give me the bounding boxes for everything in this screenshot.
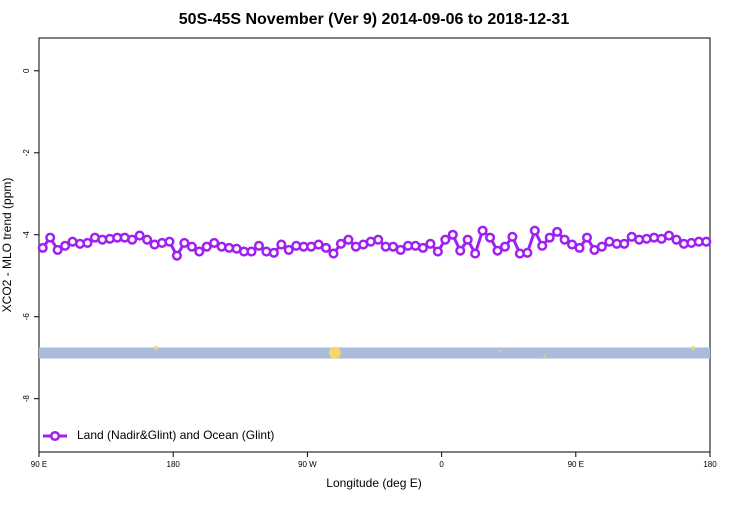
- x-tick-label: 180: [167, 460, 181, 469]
- legend-label: Land (Nadir&Glint) and Ocean (Glint): [77, 428, 274, 442]
- point: [127, 234, 138, 245]
- marker: [154, 345, 159, 350]
- point: [440, 234, 451, 245]
- point: [492, 245, 503, 256]
- point: [164, 236, 175, 247]
- x-tick-label: 90 W: [298, 460, 317, 469]
- y-tick-label: -4: [22, 231, 31, 239]
- point: [462, 234, 473, 245]
- point: [470, 248, 481, 259]
- point: [320, 242, 332, 253]
- point: [142, 234, 153, 245]
- y-tick-label: -8: [22, 395, 31, 403]
- point: [201, 241, 212, 252]
- y-tick-label: 0: [22, 68, 31, 73]
- x-tick-label: 90 E: [31, 460, 47, 469]
- point: [134, 230, 145, 241]
- point: [343, 234, 354, 245]
- point: [581, 232, 593, 243]
- point: [432, 246, 443, 257]
- point: [596, 241, 607, 252]
- point: [544, 232, 555, 243]
- point: [328, 248, 339, 259]
- point: [186, 241, 197, 252]
- x-tick-label: 180: [703, 460, 717, 469]
- band: [39, 347, 710, 359]
- marker: [691, 345, 696, 350]
- point: [82, 237, 93, 249]
- point: [194, 246, 205, 257]
- chart-title: 50S-45S November (Ver 9) 2014-09-06 to 2…: [179, 11, 570, 28]
- y-tick-label: -6: [22, 313, 31, 321]
- point: [537, 240, 548, 251]
- point: [671, 234, 682, 245]
- point: [499, 241, 511, 252]
- marker: [498, 349, 501, 352]
- point: [701, 236, 712, 247]
- point: [268, 247, 279, 258]
- point: [522, 247, 533, 258]
- point: [559, 234, 570, 245]
- y-axis-label: XCO2 - MLO trend (ppm): [0, 178, 14, 313]
- legend-marker: [49, 430, 61, 442]
- point: [253, 240, 264, 251]
- point: [209, 237, 220, 249]
- point: [455, 245, 466, 256]
- marker: [328, 346, 341, 359]
- point: [171, 250, 182, 261]
- point: [507, 231, 518, 242]
- point: [52, 244, 63, 255]
- point: [179, 237, 190, 249]
- point: [283, 244, 294, 255]
- point: [425, 238, 436, 249]
- x-axis-label: Longitude (deg E): [326, 476, 421, 490]
- point: [60, 240, 71, 251]
- marker: [543, 355, 546, 358]
- point: [417, 242, 429, 253]
- point: [395, 244, 406, 255]
- point: [552, 226, 563, 237]
- point: [477, 225, 488, 236]
- point: [276, 239, 287, 250]
- point: [574, 242, 585, 253]
- x-tick-label: 90 E: [568, 460, 584, 469]
- point: [447, 229, 458, 240]
- point: [663, 230, 675, 241]
- point: [619, 238, 630, 249]
- point: [529, 225, 540, 236]
- point: [246, 246, 257, 257]
- point: [37, 242, 48, 253]
- x-tick-label: 0: [439, 460, 444, 469]
- point: [485, 232, 496, 243]
- point: [45, 232, 56, 243]
- point: [335, 238, 347, 249]
- y-tick-label: -2: [22, 149, 31, 157]
- point: [373, 234, 384, 245]
